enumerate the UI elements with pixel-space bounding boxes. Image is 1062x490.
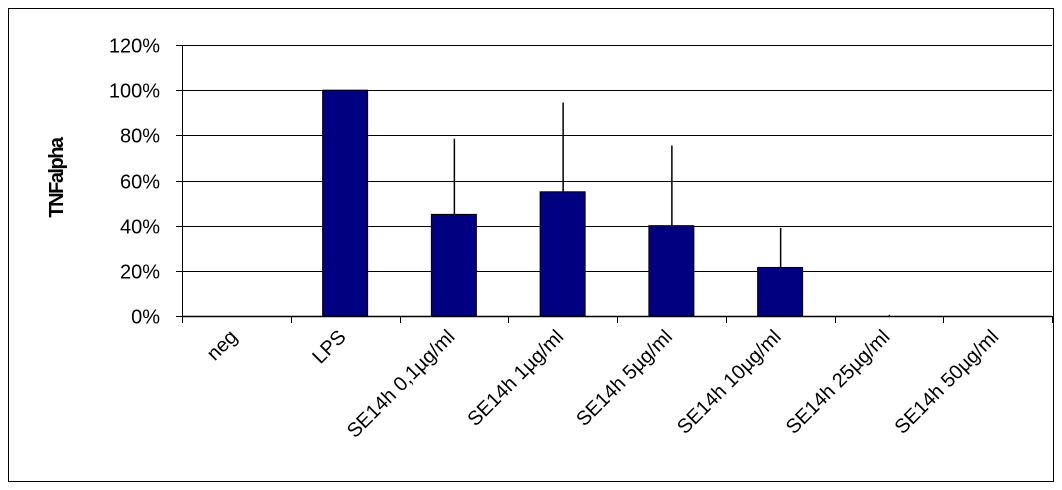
x-category-label: LPS bbox=[308, 326, 350, 368]
x-category-label: SE14h 0,1µg/ml bbox=[343, 326, 459, 442]
x-category-label: SE14h 50µg/ml bbox=[891, 326, 1004, 439]
bar bbox=[539, 191, 586, 317]
y-tick-label: 100% bbox=[109, 81, 160, 103]
y-tick-label: 120% bbox=[109, 36, 160, 58]
x-category-label: SE14h 1µg/ml bbox=[463, 326, 568, 431]
y-axis-ticks: 0% 20% 40% 60% 80% 100% 120% bbox=[109, 36, 183, 329]
gridlines bbox=[182, 45, 1052, 272]
y-tick-label: 40% bbox=[120, 217, 160, 239]
y-tick-label: 60% bbox=[120, 172, 160, 194]
y-tick-label: 0% bbox=[131, 307, 160, 329]
bar bbox=[757, 266, 804, 317]
bar bbox=[322, 89, 369, 317]
x-category-label: SE14h 10µg/ml bbox=[673, 326, 786, 439]
y-axis-title: TNFalpha bbox=[46, 136, 68, 217]
x-axis bbox=[182, 315, 1053, 323]
x-category-label: SE14h 25µg/ml bbox=[782, 326, 895, 439]
x-category-label: neg bbox=[203, 326, 242, 365]
x-category-label: SE14h 5µg/ml bbox=[572, 326, 677, 431]
y-tick-label: 20% bbox=[120, 262, 160, 284]
bar bbox=[648, 225, 695, 317]
bars bbox=[322, 89, 804, 317]
bar bbox=[430, 213, 477, 317]
y-tick-label: 80% bbox=[120, 126, 160, 148]
